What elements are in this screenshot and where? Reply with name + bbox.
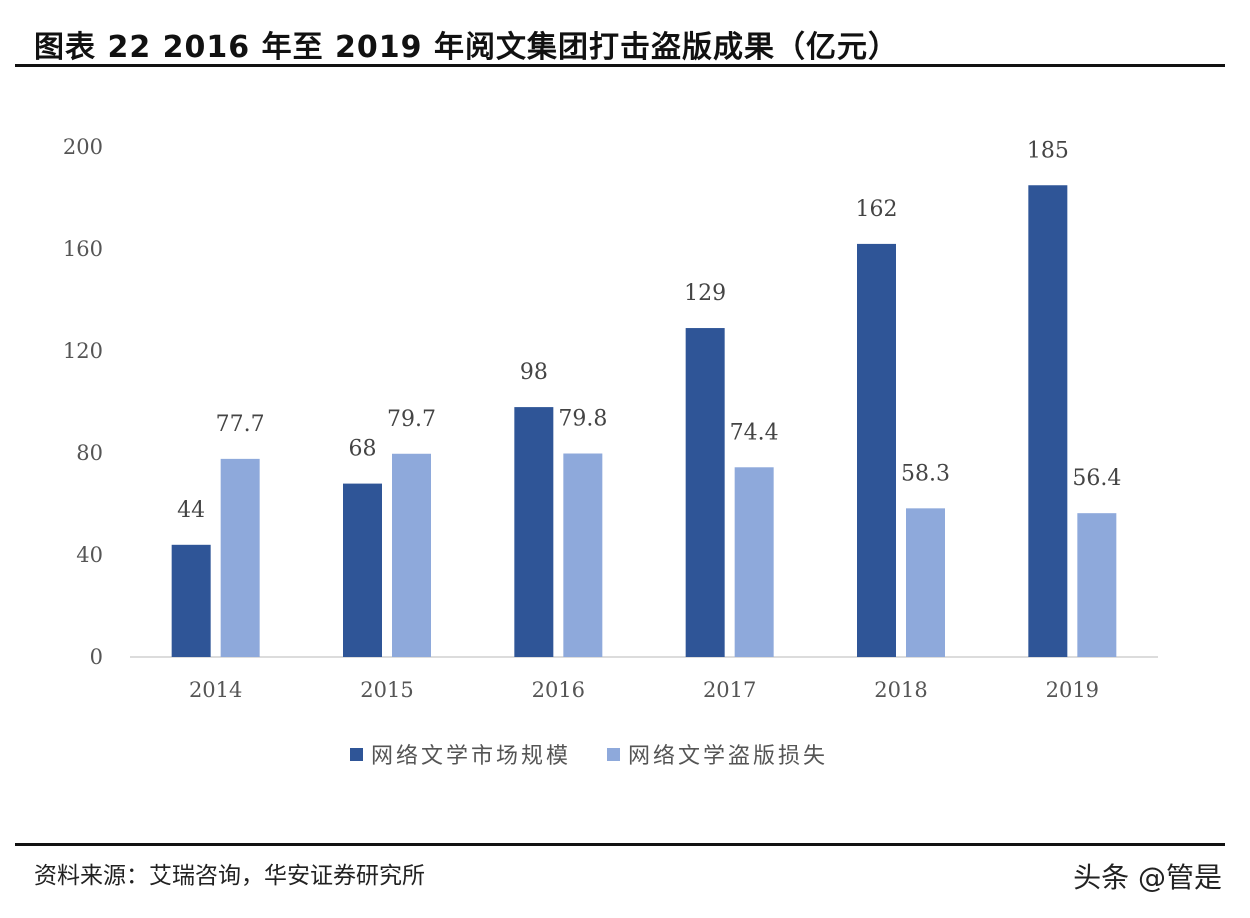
legend-item-piracy-loss: 网络文学盗版损失	[607, 738, 828, 770]
data-label: 162	[856, 197, 898, 222]
y-tick-label: 120	[63, 339, 103, 363]
x-tick-label: 2016	[532, 678, 585, 702]
legend: 网络文学市场规模 网络文学盗版损失	[350, 738, 828, 770]
bar-market-size	[685, 328, 725, 657]
data-label: 44	[177, 498, 205, 523]
title-rule	[15, 64, 1225, 67]
legend-label: 网络文学盗版损失	[628, 744, 829, 769]
legend-item-market-size: 网络文学市场规模	[350, 738, 571, 770]
data-label: 68	[349, 437, 377, 462]
x-tick-label: 2017	[703, 678, 756, 702]
legend-swatch	[350, 747, 363, 761]
y-tick-label: 80	[76, 441, 103, 465]
x-tick-label: 2014	[189, 678, 242, 702]
bar-piracy-loss	[734, 467, 774, 657]
bar-piracy-loss	[563, 453, 603, 657]
data-label: 58.3	[901, 461, 950, 486]
data-label: 79.7	[387, 407, 436, 432]
y-tick-label: 40	[76, 543, 103, 567]
bar-market-size	[343, 483, 382, 657]
bar-piracy-loss	[1077, 513, 1117, 657]
data-label: 74.4	[730, 420, 779, 445]
bar-market-size	[171, 544, 211, 657]
data-label: 79.8	[558, 407, 607, 432]
watermark: 头条 @管是	[1073, 861, 1222, 894]
data-label: 129	[684, 281, 726, 306]
legend-swatch	[607, 747, 621, 761]
y-tick-label: 160	[63, 237, 103, 261]
figure-title: 图表 22 2016 年至 2019 年阅文集团打击盗版成果（亿元）	[34, 30, 899, 65]
bar-piracy-loss	[392, 453, 431, 657]
data-label: 77.7	[216, 412, 265, 437]
bar-piracy-loss	[220, 458, 260, 657]
y-tick-label: 200	[63, 135, 103, 159]
bar-piracy-loss	[906, 508, 945, 657]
data-label: 56.4	[1072, 466, 1121, 491]
data-label: 98	[520, 360, 548, 385]
x-tick-label: 2019	[1046, 678, 1099, 702]
bar-market-size	[514, 407, 554, 657]
bar-market-size	[1028, 185, 1068, 657]
legend-label: 网络文学市场规模	[371, 744, 572, 769]
y-tick-label: 0	[90, 645, 103, 669]
source-note: 资料来源：艾瑞咨询，华安证券研究所	[34, 863, 425, 889]
x-tick-label: 2018	[874, 678, 927, 702]
x-tick-label: 2015	[360, 678, 413, 702]
footer-rule	[15, 843, 1225, 846]
bar-market-size	[857, 243, 896, 657]
data-label: 185	[1027, 138, 1069, 163]
